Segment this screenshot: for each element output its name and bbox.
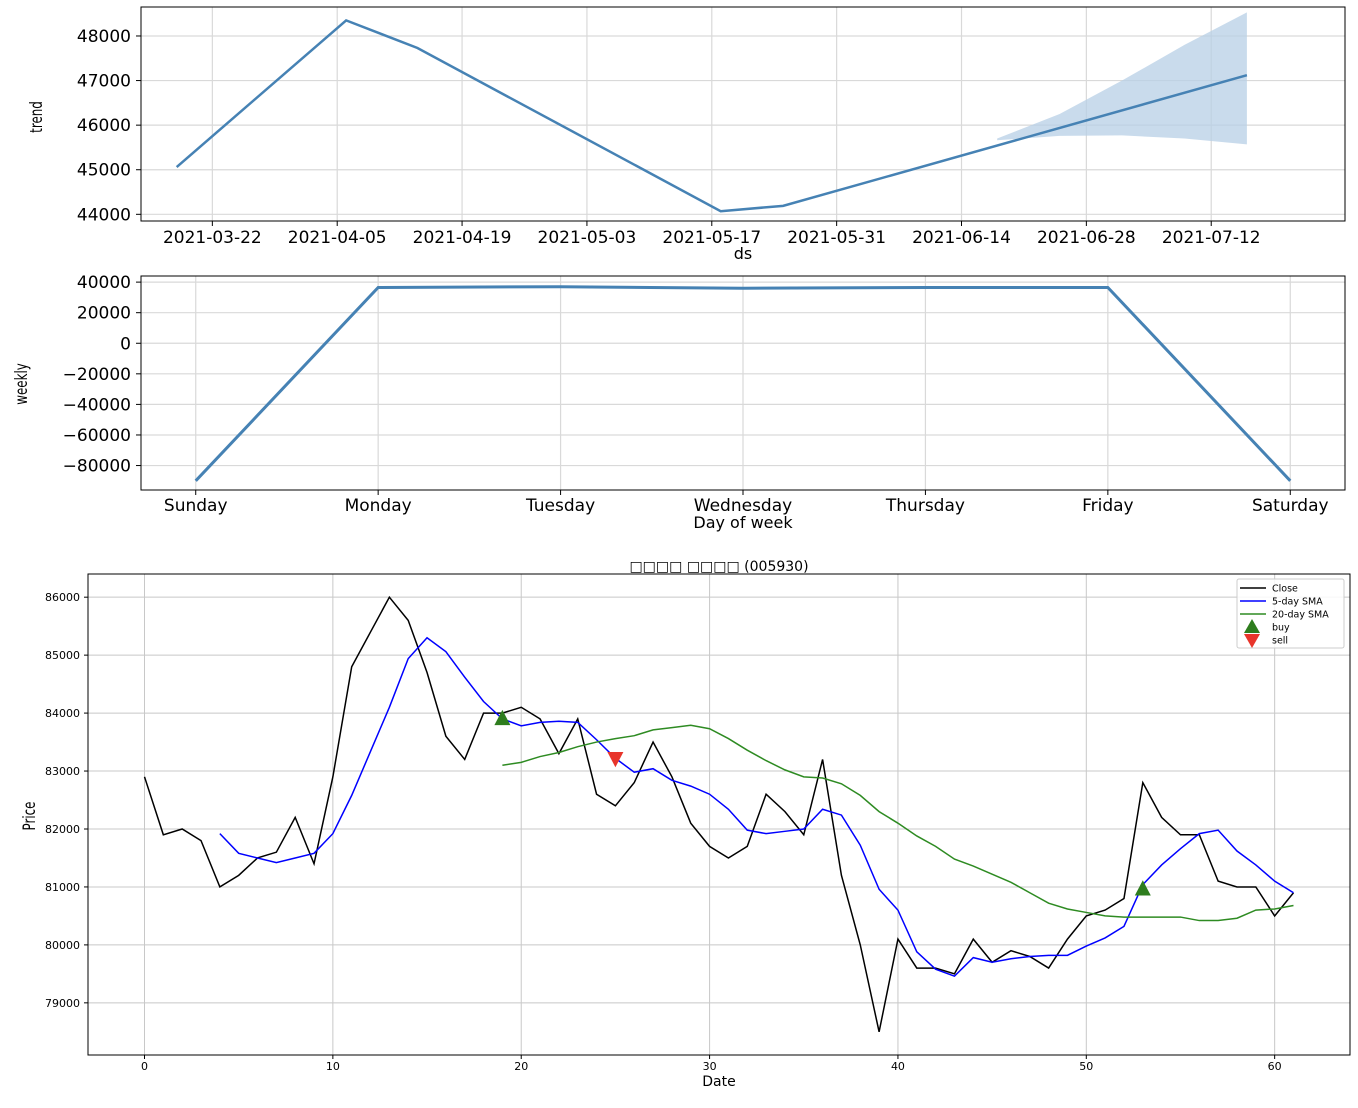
price-x-axis-label: Date — [702, 1074, 735, 1090]
weekly-y-tick-label: −20000 — [63, 365, 131, 385]
legend-label: buy — [1272, 623, 1290, 634]
price-y-tick-label: 81000 — [45, 881, 80, 894]
price-y-tick-label: 84000 — [45, 707, 80, 720]
price-y-tick-label: 79000 — [45, 997, 80, 1010]
weekly-y-tick-label: 20000 — [77, 304, 131, 324]
price-x-tick-label: 60 — [1268, 1060, 1282, 1073]
price-y-tick-label: 80000 — [45, 939, 80, 952]
price-sell-marker — [607, 751, 624, 768]
price-x-tick-label: 50 — [1079, 1060, 1093, 1073]
trend-uncertainty-band — [997, 12, 1247, 145]
price-axes-frame — [87, 573, 1351, 1056]
price-x-tick-label: 30 — [703, 1060, 717, 1073]
weekly-line — [194, 285, 1292, 482]
weekly-x-tick-label: Saturday — [1252, 496, 1329, 516]
price-x-tick-label: 20 — [514, 1060, 528, 1073]
trend-axes-frame — [140, 6, 1346, 222]
weekly-y-tick-label: −40000 — [63, 395, 131, 415]
price-series-close — [143, 595, 1295, 1032]
price-x-tick-label: 10 — [326, 1060, 340, 1073]
trend-x-tick-label: 2021-07-12 — [1162, 228, 1261, 248]
trend-x-axis-label: ds — [734, 244, 753, 263]
price-buy-marker — [494, 709, 511, 726]
price-series-20-day-sma — [502, 724, 1294, 922]
legend-label: Close — [1272, 584, 1298, 595]
weekly-x-tick-label: Friday — [1082, 496, 1134, 516]
price-x-tick-label: 40 — [891, 1060, 905, 1073]
weekly-y-tick-label: 40000 — [77, 273, 131, 293]
price-chart-title: □□□□ □□□□ (005930) — [629, 559, 808, 575]
trend-x-tick-label: 2021-04-05 — [288, 228, 387, 248]
legend-label: 20-day SMA — [1272, 610, 1329, 621]
price-y-tick-label: 85000 — [45, 649, 80, 662]
trend-y-tick-label: 44000 — [77, 205, 131, 225]
trend-x-tick-label: 2021-04-19 — [413, 228, 512, 248]
weekly-y-tick-label: 0 — [120, 334, 131, 354]
price-y-tick-label: 86000 — [45, 591, 80, 604]
trend-y-axis-label: trend — [27, 101, 47, 133]
price-series-5-day-sma — [219, 636, 1294, 978]
price-legend: Close 5-day SMA 20-day SMA buy sell — [1236, 578, 1345, 649]
legend-sell-marker — [1244, 634, 1260, 648]
trend-x-tick-label: 2021-06-14 — [912, 228, 1011, 248]
price-buy-marker — [1134, 880, 1151, 896]
trend-line — [175, 18, 1248, 213]
legend-label: 5-day SMA — [1272, 597, 1323, 608]
weekly-x-tick-label: Monday — [345, 496, 412, 516]
trend-y-tick-label: 47000 — [77, 72, 131, 92]
weekly-y-axis-label: weekly — [12, 363, 32, 405]
trend-x-tick-label: 2021-05-17 — [662, 228, 761, 248]
weekly-y-tick-label: −80000 — [63, 457, 131, 477]
weekly-x-tick-label: Sunday — [164, 496, 228, 516]
trend-y-tick-label: 48000 — [77, 27, 131, 47]
trend-y-tick-label: 46000 — [77, 116, 131, 136]
weekly-y-tick-label: −60000 — [63, 426, 131, 446]
trend-y-tick-label: 45000 — [77, 161, 131, 181]
legend-frame — [1236, 578, 1345, 649]
weekly-x-tick-label: Thursday — [885, 496, 965, 516]
price-x-tick-label: 0 — [141, 1060, 148, 1073]
legend-label: sell — [1272, 636, 1288, 647]
trend-x-tick-label: 2021-06-28 — [1037, 228, 1136, 248]
legend-buy-marker — [1244, 619, 1260, 633]
trend-x-tick-label: 2021-05-31 — [787, 228, 886, 248]
weekly-x-tick-label: Wednesday — [694, 496, 792, 516]
weekly-x-tick-label: Tuesday — [525, 496, 595, 516]
price-grid — [88, 574, 1350, 1055]
price-y-tick-label: 82000 — [45, 823, 80, 836]
price-y-axis-label: Price — [20, 801, 40, 830]
price-y-tick-label: 83000 — [45, 765, 80, 778]
weekly-grid — [141, 276, 1345, 490]
trend-x-tick-label: 2021-03-22 — [163, 228, 262, 248]
trend-x-tick-label: 2021-05-03 — [538, 228, 637, 248]
weekly-x-axis-label: Day of week — [693, 513, 793, 532]
